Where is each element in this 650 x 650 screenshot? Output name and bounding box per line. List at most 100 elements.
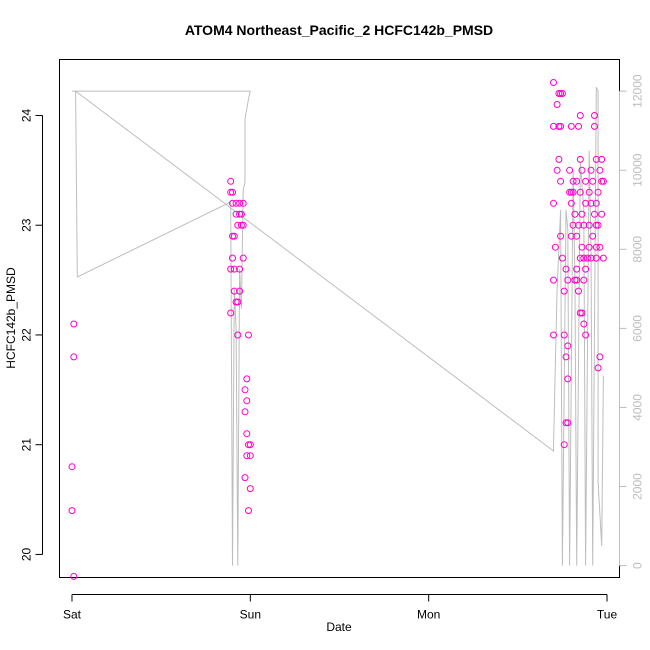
data-point	[239, 221, 247, 229]
data-point	[567, 122, 575, 130]
data-point	[245, 507, 252, 515]
data-point	[234, 298, 242, 306]
data-point	[239, 199, 247, 207]
x-axis: Sat Sun Mon Tue	[63, 594, 618, 622]
data-point	[560, 441, 568, 449]
data-point	[551, 243, 559, 251]
data-point	[550, 79, 557, 86]
data-point	[578, 243, 586, 251]
x-tick-label: Tue	[597, 608, 618, 622]
data-point	[582, 199, 590, 207]
data-point	[564, 419, 572, 427]
data-point	[550, 331, 557, 339]
data-point	[232, 199, 240, 207]
y-axis-label: HCFC142b_PMSD	[4, 267, 18, 369]
data-point	[236, 199, 244, 207]
y2-tick-label: 6000	[631, 315, 645, 342]
data-point	[227, 177, 235, 185]
data-point	[555, 155, 563, 163]
y2-tick-label: 4000	[631, 394, 645, 421]
data-point	[566, 166, 574, 174]
data-point	[596, 353, 604, 361]
data-point	[596, 166, 604, 174]
data-point	[576, 155, 584, 163]
data-point	[243, 397, 251, 405]
data-point	[237, 210, 245, 218]
data-point	[569, 188, 577, 196]
line-layer	[72, 86, 604, 566]
points-layer	[68, 79, 607, 580]
data-point	[564, 276, 572, 284]
data-point	[578, 166, 586, 174]
data-point	[567, 232, 575, 240]
data-point	[234, 331, 242, 339]
data-point	[592, 243, 600, 251]
y2-tick-label: 0	[631, 562, 645, 569]
data-point	[246, 485, 254, 493]
data-point	[592, 155, 600, 163]
data-point	[230, 232, 238, 240]
x-axis-label: Date	[326, 620, 352, 634]
y2-tick-label: 12000	[631, 74, 645, 108]
data-point	[557, 177, 565, 185]
data-point	[592, 254, 600, 262]
chart-title: ATOM4 Northeast_Pacific_2 HCFC142b_PMSD	[185, 22, 493, 38]
data-point	[573, 177, 581, 185]
data-point	[573, 232, 581, 240]
data-point	[591, 122, 598, 130]
y-axis: 20 21 22 23 24	[20, 108, 43, 561]
data-point	[557, 232, 565, 240]
data-point	[564, 375, 572, 383]
data-point	[567, 199, 575, 207]
x-tick-label: Sat	[63, 608, 82, 622]
series-line	[72, 86, 604, 566]
data-point	[550, 276, 557, 284]
data-point	[575, 287, 582, 295]
data-point	[594, 364, 602, 372]
data-point	[598, 210, 606, 218]
data-point	[558, 90, 566, 97]
y2-tick-label: 2000	[631, 473, 645, 500]
data-point	[553, 166, 561, 174]
data-point	[591, 210, 598, 218]
data-point	[576, 254, 584, 262]
data-point	[599, 254, 607, 262]
data-point	[553, 101, 561, 108]
data-point	[246, 452, 254, 460]
data-point	[573, 265, 581, 273]
data-point	[576, 112, 584, 119]
data-point	[582, 177, 590, 185]
data-point	[578, 309, 586, 317]
data-point	[229, 199, 236, 207]
data-point	[229, 188, 236, 196]
data-point	[558, 254, 566, 262]
data-point	[243, 452, 251, 460]
data-point	[594, 221, 602, 229]
data-point	[587, 254, 595, 262]
plot-area	[59, 59, 620, 578]
data-point	[550, 199, 557, 207]
data-point	[245, 331, 252, 339]
data-point	[243, 375, 251, 383]
data-point	[580, 221, 588, 229]
data-point	[571, 210, 579, 218]
x-tick-label: Mon	[417, 608, 440, 622]
data-point	[236, 287, 244, 295]
data-point	[596, 243, 604, 251]
data-point	[589, 177, 597, 185]
data-point	[227, 309, 235, 317]
data-point	[587, 166, 595, 174]
data-point	[246, 441, 254, 449]
data-point	[569, 221, 577, 229]
data-point	[557, 122, 565, 130]
data-point	[598, 155, 606, 163]
data-point	[591, 112, 598, 119]
data-point	[234, 221, 242, 229]
data-point	[599, 177, 607, 185]
data-point	[560, 287, 568, 295]
data-point	[227, 265, 235, 273]
data-point	[70, 353, 78, 361]
data-point	[594, 188, 602, 196]
data-point	[239, 254, 247, 262]
data-point	[236, 265, 244, 273]
